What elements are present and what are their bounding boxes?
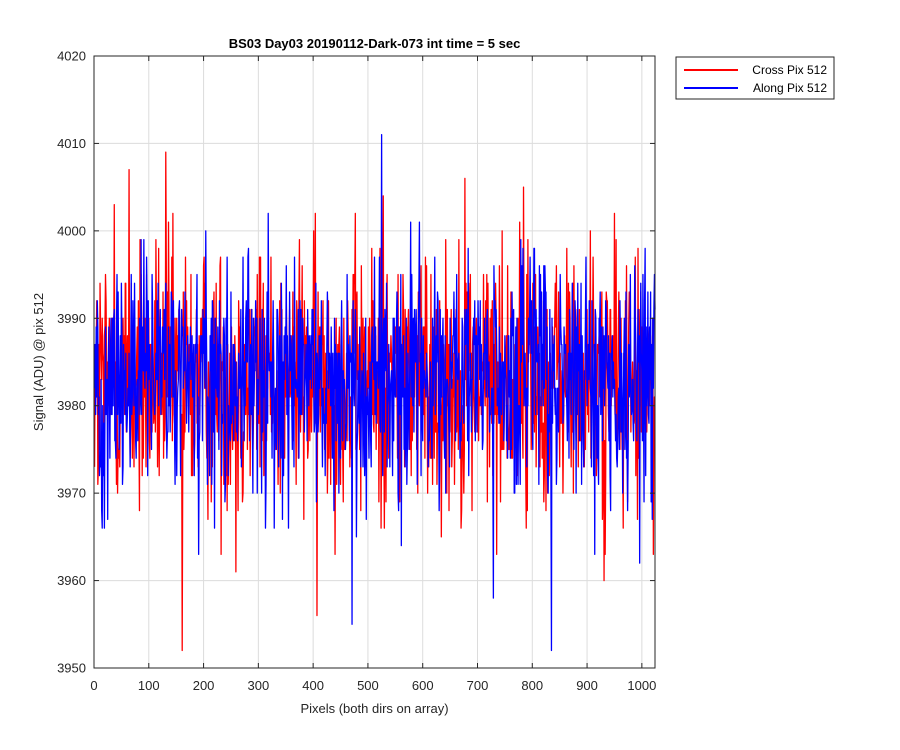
plot-frame xyxy=(93,55,656,669)
y-tick-label: 3980 xyxy=(57,398,86,413)
y-tick-label: 3950 xyxy=(57,661,86,676)
legend-box xyxy=(675,56,835,100)
y-tick-label: 3970 xyxy=(57,486,86,501)
x-tick-label: 300 xyxy=(248,678,270,693)
x-tick-label: 800 xyxy=(521,678,543,693)
y-tick-label: 4010 xyxy=(57,136,86,151)
y-axis-label: Signal (ADU) @ pix 512 xyxy=(31,293,46,431)
x-tick-label: 700 xyxy=(467,678,489,693)
legend: Cross Pix 512 Along Pix 512 xyxy=(675,56,835,100)
x-tick-label: 100 xyxy=(138,678,160,693)
series-group xyxy=(93,134,656,652)
x-tick-label: 1000 xyxy=(627,678,656,693)
legend-label-cross: Cross Pix 512 xyxy=(752,63,827,77)
y-tick-label: 4020 xyxy=(57,49,86,64)
y-tick-label: 3960 xyxy=(57,573,86,588)
y-tick-label: 4000 xyxy=(57,223,86,238)
x-tick-label: 200 xyxy=(193,678,215,693)
legend-label-along: Along Pix 512 xyxy=(753,81,827,95)
x-tick-label: 0 xyxy=(90,678,97,693)
y-tick-label: 3990 xyxy=(57,311,86,326)
x-tick-label: 500 xyxy=(357,678,379,693)
series-line-along-pix-512 xyxy=(93,134,656,652)
x-axis-label: Pixels (both dirs on array) xyxy=(300,701,448,716)
chart-title: BS03 Day03 20190112-Dark-073 int time = … xyxy=(229,36,521,51)
x-tick-label: 400 xyxy=(302,678,324,693)
axis-ticks: 0 100 200 300 400 500 600 700 800 900 1000 3950 3960… xyxy=(57,49,656,694)
x-tick-label: 900 xyxy=(576,678,598,693)
x-tick-label: 600 xyxy=(412,678,434,693)
